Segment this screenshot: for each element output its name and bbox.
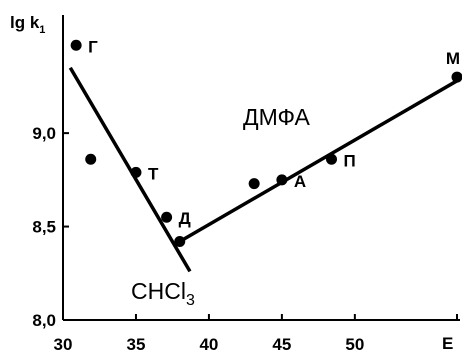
data-point xyxy=(276,174,288,186)
point-label: Г xyxy=(88,37,98,56)
data-point xyxy=(70,39,82,51)
y-axis-title-subscript: 1 xyxy=(39,24,45,36)
y-axis-title: lg k1 xyxy=(10,13,45,36)
trend-line-chcl3 xyxy=(68,66,192,273)
y-tick-label: 8,5 xyxy=(32,218,56,237)
point-label: Д xyxy=(179,209,191,228)
y-tick-label: 8,0 xyxy=(32,311,56,330)
x-tick-labels: 30 35 40 45 50 xyxy=(54,335,365,354)
x-tick-label: 50 xyxy=(345,335,364,354)
series-label-chcl3-main: CHCl xyxy=(131,278,186,304)
point-labels: Г Т Д А П М xyxy=(88,37,460,228)
data-point xyxy=(161,211,173,223)
point-label: А xyxy=(294,172,306,191)
y-tick-labels: 8,0 8,5 9,0 xyxy=(32,124,56,330)
x-tick-label: 40 xyxy=(199,335,218,354)
data-point xyxy=(174,236,186,248)
trend-lines xyxy=(68,66,458,273)
y-axis-title-main: lg k xyxy=(10,13,40,32)
series-label-chcl3-subscript: 3 xyxy=(186,292,195,309)
data-points xyxy=(70,39,462,248)
point-label: П xyxy=(344,151,356,170)
data-point xyxy=(130,166,142,178)
x-axis-title: E xyxy=(442,334,453,353)
y-axis-ticks xyxy=(63,132,69,321)
data-point xyxy=(248,178,260,190)
x-tick-label: 35 xyxy=(127,335,146,354)
data-point xyxy=(85,153,97,165)
point-label: Т xyxy=(148,164,159,183)
y-tick-label: 9,0 xyxy=(32,124,56,143)
series-label-chcl3: CHCl3 xyxy=(131,278,195,309)
x-tick-label: 45 xyxy=(272,335,291,354)
data-point xyxy=(451,71,462,83)
data-point xyxy=(326,153,338,165)
x-tick-label: 30 xyxy=(54,335,73,354)
trend-line-dmfa xyxy=(178,79,458,244)
point-label: М xyxy=(446,49,460,68)
series-label-dmfa: ДМФА xyxy=(243,104,310,130)
